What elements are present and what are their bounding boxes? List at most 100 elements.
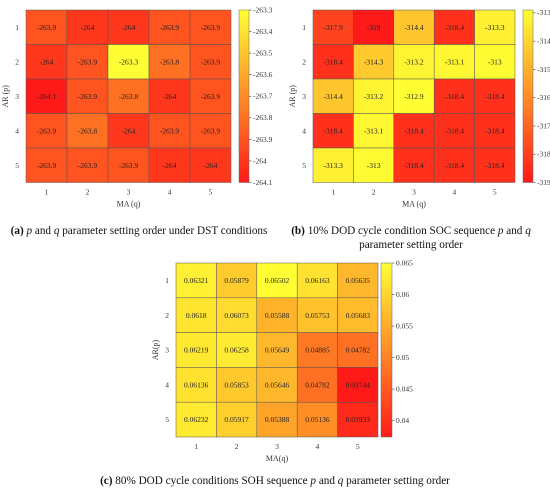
heatmap-cell [216,332,258,368]
cell-label: -263.9 [37,126,57,135]
colorbar-tick-label: -313 [537,8,550,17]
y-tick-label: 3 [15,92,19,101]
heatmap-cell [25,78,68,114]
cell-label: -263.9 [78,161,98,170]
heatmap-cell [175,297,217,333]
cell-label: 0.06258 [224,346,249,355]
cell-label: -263.9 [160,23,180,32]
caption-text: 80% DOD cycle conditions SOH sequence [112,475,311,487]
cell-label: 0.04885 [305,346,330,355]
x-tick-label: 2 [372,188,376,197]
cell-label: -318.4 [404,161,424,170]
caption-a: (a) p and q parameter setting order unde… [8,224,270,238]
cell-label: -314.3 [364,57,384,66]
cell-label: -319 [367,23,381,32]
heatmap-cell [216,262,258,299]
cell-label: -264.1 [37,92,57,101]
heatmap-cell [474,78,516,114]
heatmap-2: 0.06321 0.05879 0.06502 0.06163 0.056350.061… [151,258,413,463]
caption-text: parameter setting order under DST condit… [59,225,268,237]
cell-label: -264 [40,57,54,66]
cell-label: -263.9 [119,161,139,170]
y-tick-label: 3 [165,346,169,355]
heatmap-cell [148,147,191,183]
heatmap-cell [353,44,395,80]
cell-label: 0.05753 [305,311,330,320]
y-tick-label: 5 [15,161,19,170]
heatmap-cell [175,367,217,403]
heatmap-cell [433,113,475,149]
cell-label: 0.05649 [265,346,290,355]
colorbar-tick-label: -263.7 [253,92,273,101]
heatmap-cell [337,367,379,403]
cell-label: -318.4 [445,161,465,170]
x-tick-label: 2 [86,188,90,197]
heatmap-cell [216,401,258,438]
heatmap-cell [296,332,338,368]
y-tick-label: 5 [302,161,306,170]
y-tick-label: 1 [165,276,169,285]
cell-label: -313.3 [324,161,344,170]
heatmap-cell [66,147,109,183]
colorbar-tick-label: 0.04 [396,416,409,425]
x-axis-label: MA(q) [266,454,289,463]
colorbar-tick-label: 0.045 [396,384,413,393]
heatmap-cell [66,113,109,149]
cell-label: -263.9 [201,92,221,101]
cell-label: -318.4 [485,92,505,101]
cell-label: 0.03933 [346,415,371,424]
caption-text: q [525,225,531,237]
cell-label: 0.06502 [265,276,290,285]
caption-text: and [32,225,54,237]
cell-label: -313.3 [485,23,505,32]
heatmap-cell [189,44,232,80]
colorbar [238,9,250,183]
cell-label: -318.4 [404,126,424,135]
y-tick-label: 2 [165,311,169,320]
colorbar-tick-label: 0.06 [396,290,409,299]
colorbar-tick-label: -263.4 [253,27,273,36]
colorbar-tick-label: -316 [537,93,550,102]
x-tick-label: 1 [194,442,198,451]
cell-label: -264 [163,161,177,170]
colorbar-tick-label: -263.8 [253,113,273,122]
cell-label: -312.9 [404,92,424,101]
cell-label: -263.9 [201,23,221,32]
heatmap-cell [256,367,298,403]
cell-label: -317.9 [324,23,344,32]
heatmap-cell [433,147,475,183]
cell-label: -318.4 [324,126,344,135]
heatmap-cell [296,262,338,299]
heatmap-1: -317.9 -319 -314.4 -318.4 -313.3 -318.4 -314.3… [288,8,550,208]
y-tick-label: 4 [15,126,19,135]
colorbar-tick-label: -264 [253,156,267,165]
heatmap-cell [216,367,258,403]
cell-label: 0.06321 [184,276,209,285]
heatmap-cell [25,44,68,80]
cell-label: 0.03744 [346,380,371,389]
cell-label: -263.9 [78,92,98,101]
heatmap-0: -263.9 -264 -264 -263.9 -263.9 -264 -263.9 -263… [1,5,273,208]
caption-text: parameter setting order [359,239,463,251]
cell-label: -264 [122,126,136,135]
colorbar [522,9,534,183]
heatmap-cell [66,44,109,80]
x-tick-label: 3 [412,188,416,197]
heatmap-cell [107,44,150,80]
caption-text: q [53,225,60,237]
y-tick-label: 2 [302,57,306,66]
cell-label: -264 [163,92,177,101]
heatmap-cell [393,147,435,183]
heatmap-cell [25,9,68,45]
colorbar-tick-label: -263.5 [253,49,273,58]
cell-label: -263.8 [78,126,98,135]
colorbar [380,262,393,438]
cell-label: -264 [122,23,136,32]
cell-label: -313.1 [445,57,465,66]
cell-label: -263.9 [201,126,221,135]
heatmap-cell [175,262,217,299]
x-tick-label: 3 [127,188,131,197]
heatmap-cell [433,9,475,45]
caption-text: parameter setting order [343,475,450,487]
cell-label: 0.05646 [265,380,290,389]
